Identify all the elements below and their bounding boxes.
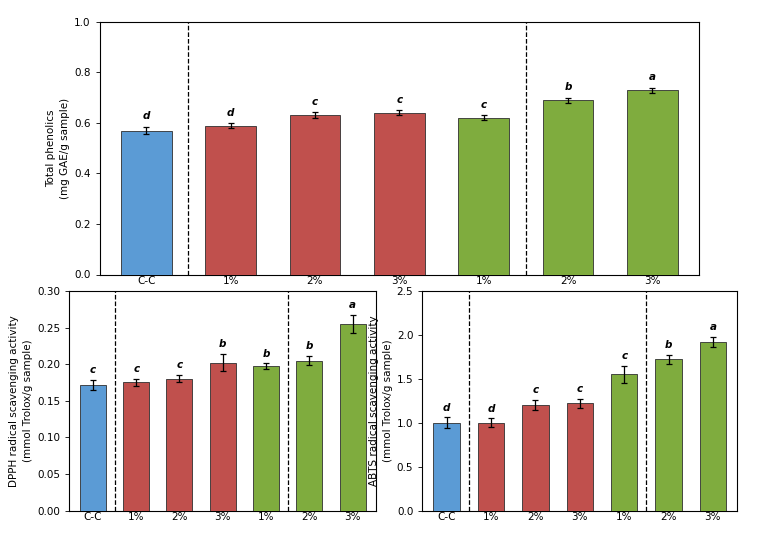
Bar — [205, 126, 256, 274]
Text: c: c — [312, 97, 318, 107]
Bar — [567, 404, 593, 511]
Bar — [253, 366, 279, 511]
Bar — [700, 342, 727, 511]
Bar — [167, 379, 193, 511]
Bar — [296, 361, 323, 511]
Bar — [123, 383, 149, 511]
Text: b: b — [263, 349, 270, 358]
Bar — [522, 405, 549, 511]
Bar — [80, 385, 106, 511]
Text: a: a — [710, 322, 717, 332]
Text: b: b — [306, 341, 313, 351]
Text: b: b — [219, 339, 227, 349]
Bar — [339, 324, 366, 511]
Bar — [611, 374, 637, 511]
Text: b: b — [665, 340, 672, 350]
Text: XB-C: XB-C — [553, 313, 583, 323]
Bar — [290, 115, 340, 274]
Text: d: d — [227, 108, 234, 118]
Text: b: b — [564, 82, 572, 92]
Text: c: c — [532, 385, 538, 395]
Bar — [121, 131, 171, 274]
Text: d: d — [443, 402, 451, 413]
Text: NB-C: NB-C — [300, 313, 330, 323]
Bar — [458, 118, 509, 274]
Y-axis label: Total phenolics
(mg GAE/g sample): Total phenolics (mg GAE/g sample) — [46, 98, 70, 199]
Bar — [433, 423, 460, 511]
Text: c: c — [396, 95, 402, 105]
Text: c: c — [621, 351, 627, 361]
Bar — [374, 113, 425, 274]
Text: c: c — [177, 360, 183, 371]
Bar — [478, 423, 505, 511]
Text: c: c — [133, 364, 139, 374]
Text: C-C: C-C — [137, 313, 156, 323]
Bar — [655, 360, 682, 511]
Text: c: c — [577, 384, 583, 394]
Text: d: d — [488, 404, 495, 413]
Text: a: a — [649, 72, 656, 82]
Text: d: d — [143, 111, 150, 121]
Text: c: c — [481, 100, 487, 110]
Y-axis label: ABTS radical scavenging activity
(mmol Trolox/g sample): ABTS radical scavenging activity (mmol T… — [369, 316, 392, 486]
Bar — [543, 100, 594, 274]
Bar — [210, 363, 236, 511]
Text: a: a — [349, 300, 356, 310]
Bar — [627, 90, 678, 274]
Y-axis label: DPPH radical scavenging activity
(mmol Trolox/g sample): DPPH radical scavenging activity (mmol T… — [8, 315, 33, 486]
Text: c: c — [90, 365, 96, 375]
